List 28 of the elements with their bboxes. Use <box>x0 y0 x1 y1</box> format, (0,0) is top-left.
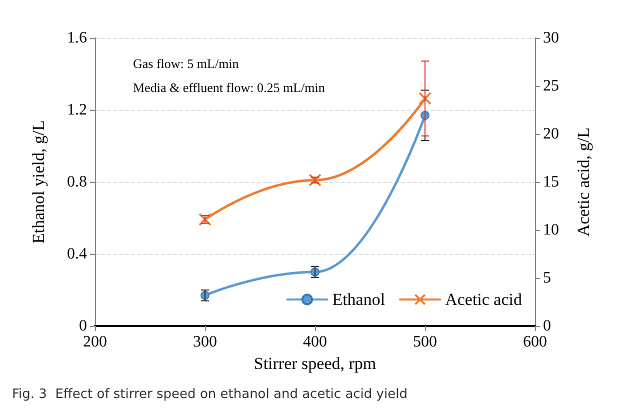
point <box>308 174 322 187</box>
x-axis-title: Stirrer speed, rpm <box>254 354 376 373</box>
y2-tick-label: 10 <box>543 222 559 238</box>
y2-tick-label: 20 <box>543 126 559 142</box>
x-tick-label: 400 <box>303 334 327 350</box>
y-tick-label: 0.8 <box>67 174 87 190</box>
y2-tick-label: 15 <box>543 174 559 190</box>
y2-tick-label: 5 <box>543 270 551 286</box>
y-tick-label: 0.4 <box>67 246 87 262</box>
legend-label: Ethanol <box>332 290 386 309</box>
annotation: Media & effluent flow: 0.25 mL/min <box>133 80 326 95</box>
x-tick-label: 200 <box>83 334 107 350</box>
y2-axis-title: Acetic acid, g/L <box>574 127 593 237</box>
y-tick-label: 1.6 <box>67 30 87 46</box>
y2-tick-label: 0 <box>543 318 551 334</box>
caption: Fig. 3 Effect of stirrer speed on ethanol and acetic acid yield <box>12 387 408 402</box>
x-tick-label: 500 <box>413 334 437 350</box>
y2-tick-label: 25 <box>543 78 559 94</box>
y-tick-label: 0 <box>79 318 87 334</box>
point <box>418 92 432 105</box>
point <box>198 212 212 226</box>
y-tick-label: 1.2 <box>67 102 87 118</box>
x-tick-label: 600 <box>523 334 547 350</box>
legend-label: Acetic acid <box>445 290 522 309</box>
x-tick-label: 300 <box>193 334 217 350</box>
annotation: Gas flow: 5 mL/min <box>133 56 240 71</box>
y-axis-title: Ethanol yield, g/L <box>29 120 48 244</box>
y2-tick-label: 30 <box>543 30 559 46</box>
